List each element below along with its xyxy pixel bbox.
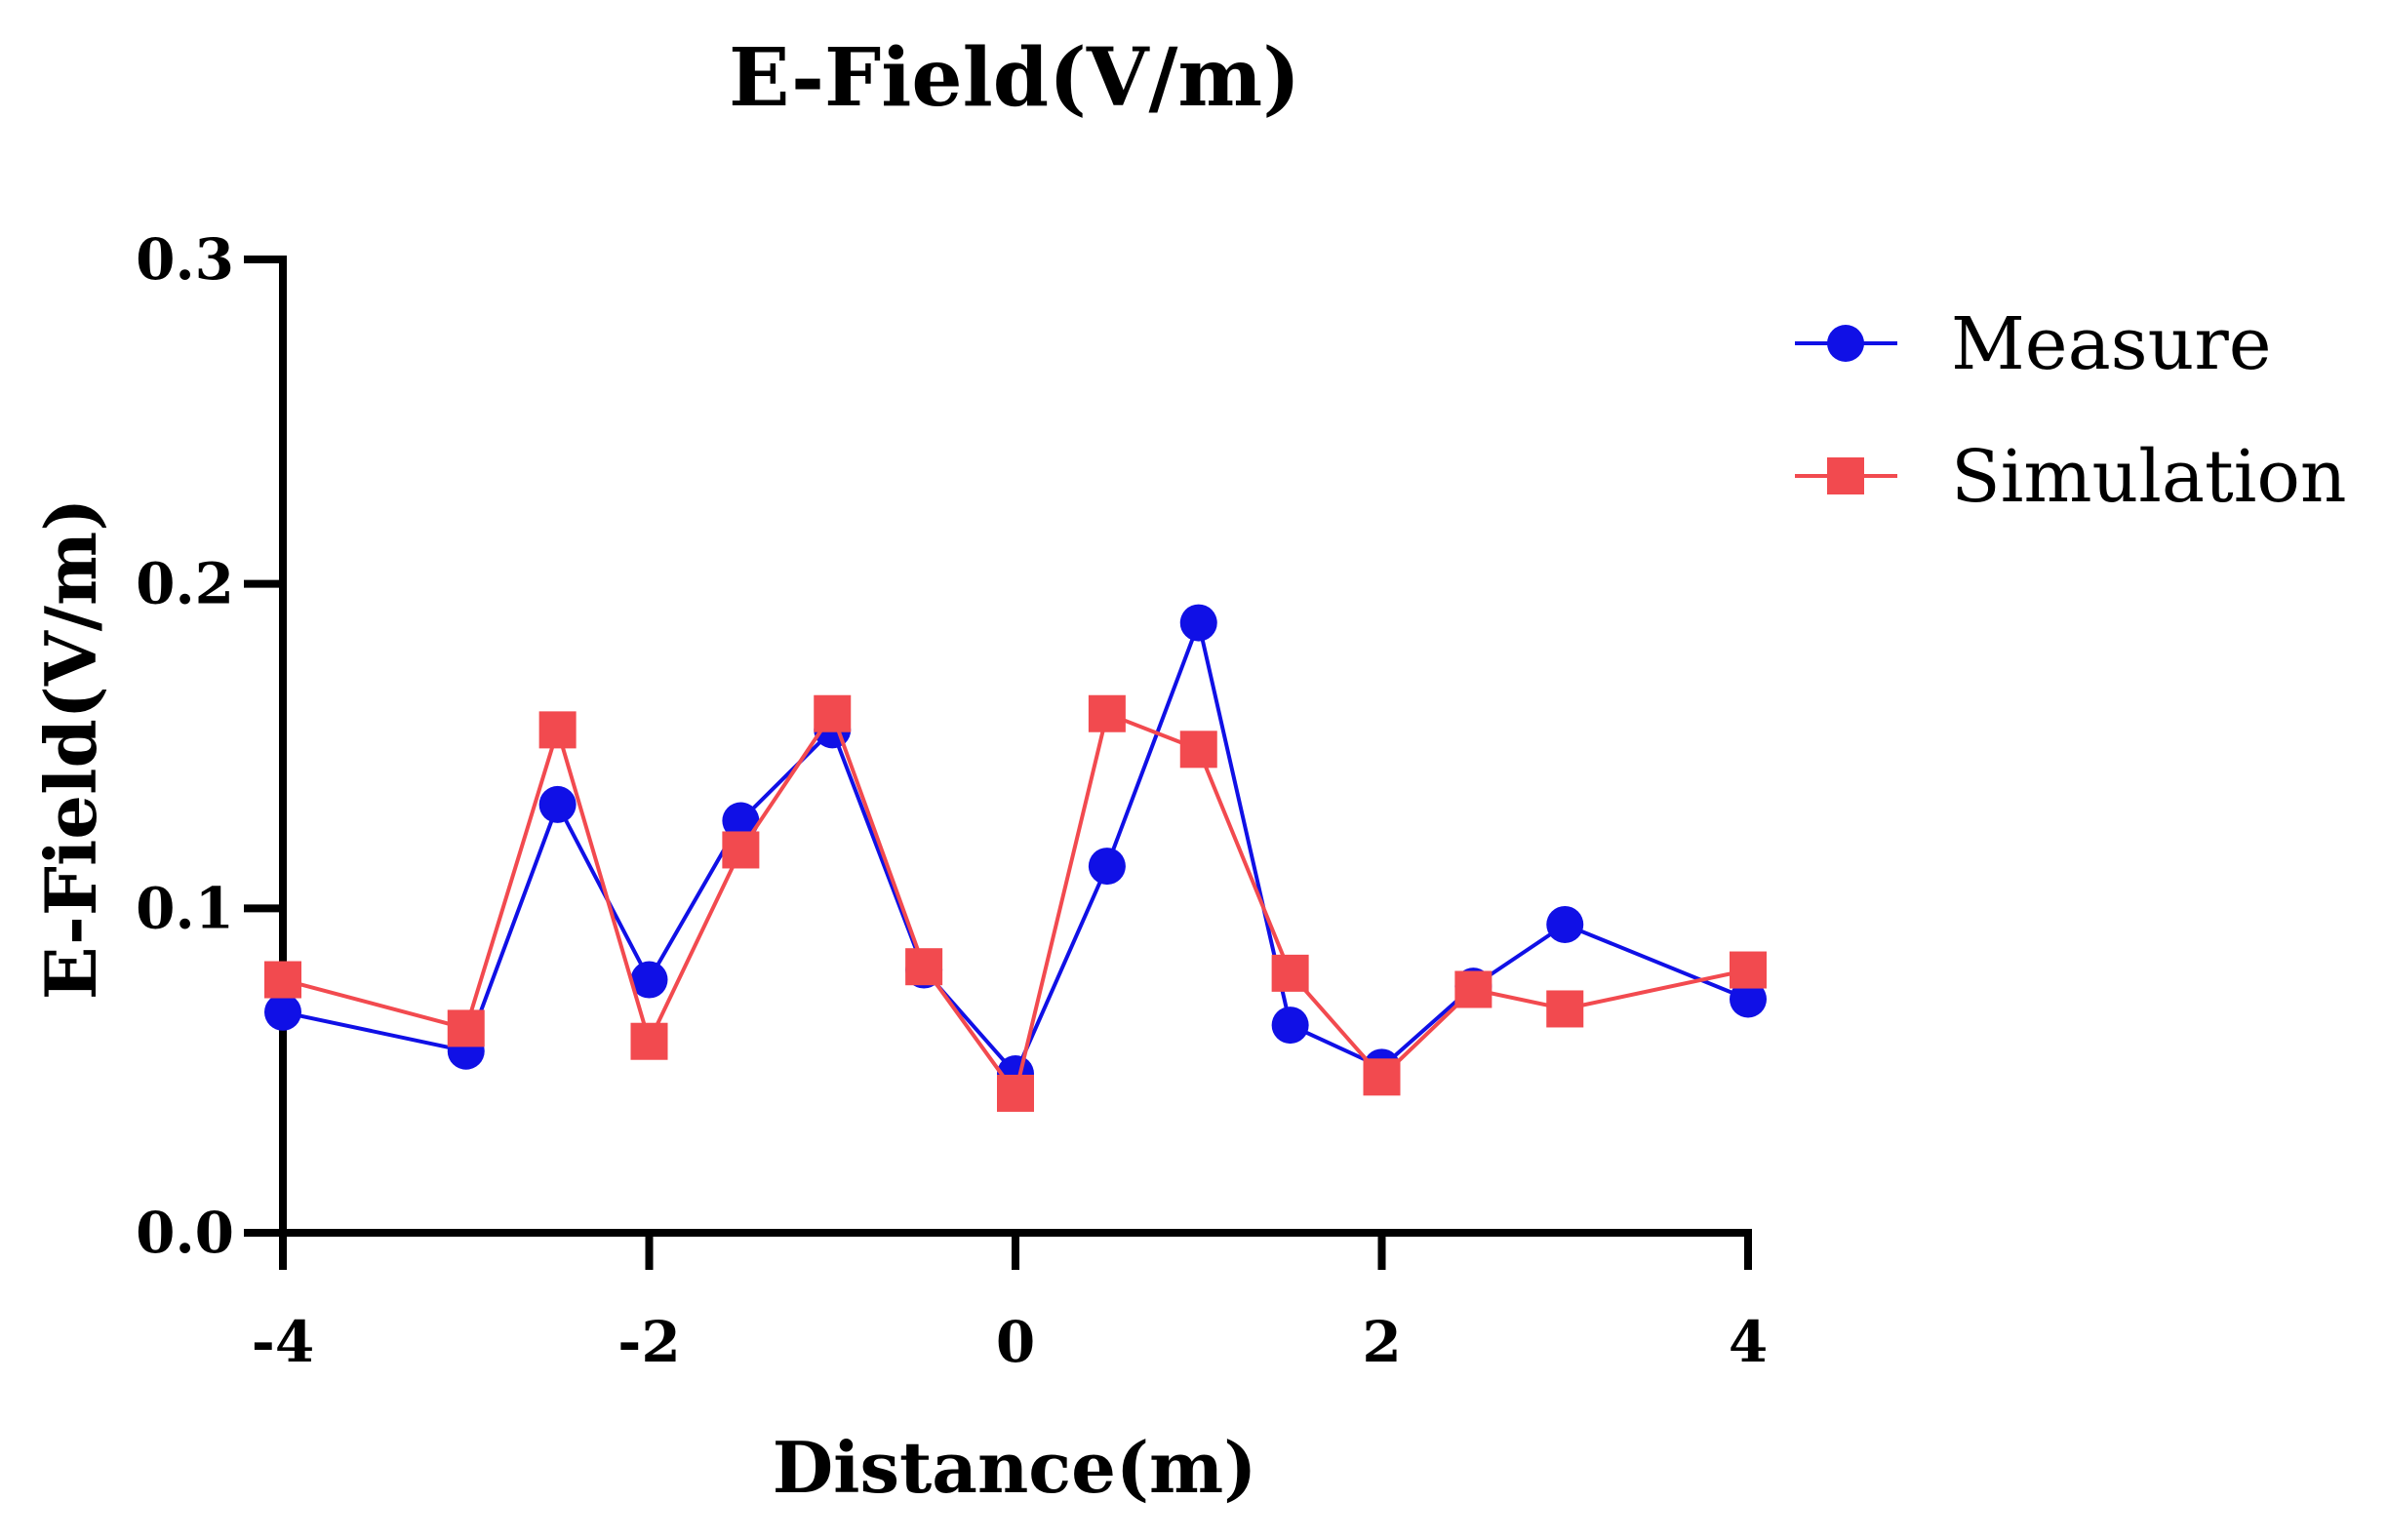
legend-measure-marker: [1827, 325, 1864, 362]
x-tick-label: -4: [252, 1309, 314, 1375]
measure-point: [538, 785, 577, 823]
x-tick-label: 4: [1729, 1309, 1768, 1375]
measure-point: [630, 961, 668, 999]
simulation-point: [997, 1074, 1034, 1112]
x-axis-label: Distance(m): [773, 1426, 1257, 1509]
y-tick-label: 0.2: [136, 551, 234, 617]
y-axis-label: E-Field(V/m): [29, 498, 112, 1001]
x-tick-label: -2: [617, 1309, 680, 1375]
measure-point: [1546, 905, 1584, 943]
simulation-series-line: [282, 709, 1749, 1098]
simulation-point: [1088, 694, 1126, 732]
y-tick-label: 0.1: [136, 875, 234, 941]
legend-simulation-marker: [1827, 457, 1864, 494]
simulation-point: [722, 831, 760, 869]
measure-point: [722, 802, 760, 840]
legend-measure-label: Measure: [1951, 302, 2271, 386]
measure-point: [1088, 848, 1126, 886]
measure-point: [1730, 980, 1767, 1018]
y-tick-label: 0.0: [136, 1200, 234, 1266]
plot-area: [264, 604, 1767, 1112]
legend-simulation-label: Simulation: [1951, 435, 2347, 519]
measure-point: [1271, 1007, 1309, 1045]
simulation-point: [814, 694, 852, 732]
simulation-point: [1363, 1058, 1401, 1096]
axis-ticks: 0.0 0.1 0.2 0.3 -4 -2 0 2 4: [136, 226, 1768, 1375]
legend: Measure Simulation: [1795, 302, 2347, 519]
simulation-point: [1179, 731, 1217, 769]
measure-point: [264, 993, 301, 1031]
simulation-point: [1730, 951, 1767, 989]
simulation-point: [630, 1022, 668, 1060]
x-tick-label: 0: [996, 1309, 1035, 1375]
measure-point: [1179, 604, 1217, 642]
simulation-point: [447, 1009, 485, 1047]
simulation-point: [1271, 954, 1309, 992]
chart-title: E-Field(V/m): [729, 31, 1300, 125]
simulation-point: [1546, 990, 1584, 1028]
simulation-point: [538, 711, 577, 749]
simulation-point: [1454, 970, 1492, 1008]
y-tick-label: 0.3: [136, 226, 234, 293]
measure-series-line: [282, 615, 1749, 1078]
simulation-point: [264, 961, 301, 999]
simulation-point: [905, 948, 943, 986]
x-tick-label: 2: [1362, 1309, 1401, 1375]
